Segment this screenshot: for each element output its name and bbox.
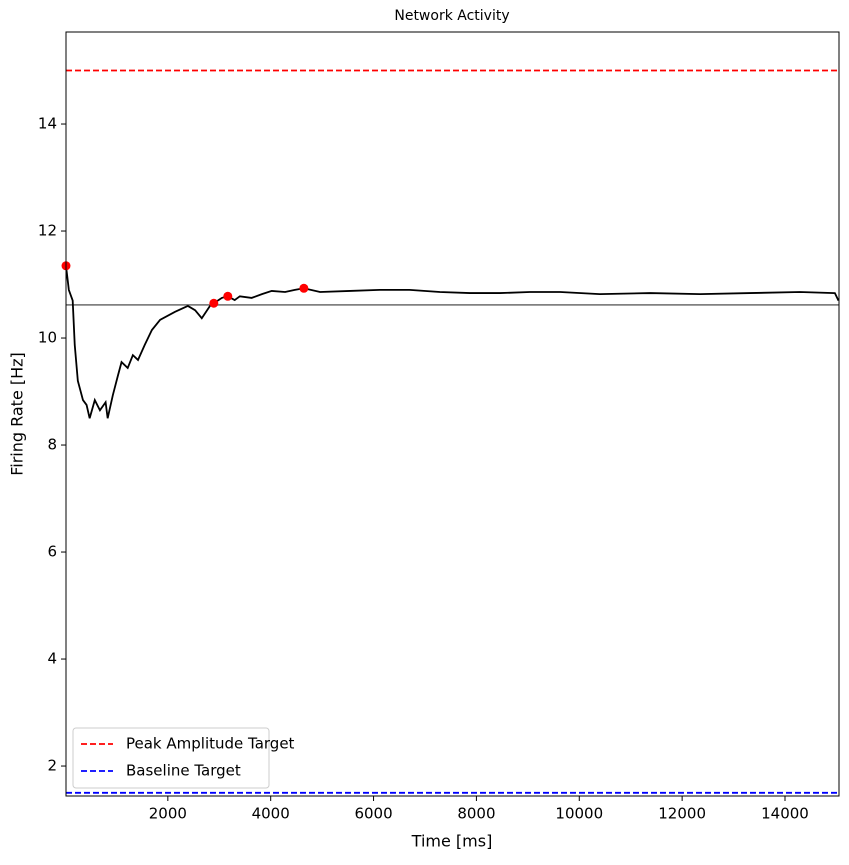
plot-area <box>66 69 839 794</box>
chart-title: Network Activity <box>394 8 509 24</box>
x-tick-label: 8000 <box>457 805 495 823</box>
y-tick-label: 8 <box>47 436 57 454</box>
y-tick-label: 14 <box>38 115 57 133</box>
y-tick-label: 2 <box>47 757 57 775</box>
legend-label: Peak Amplitude Target <box>126 735 295 753</box>
x-tick-label: 2000 <box>149 805 187 823</box>
x-tick-label: 4000 <box>252 805 290 823</box>
legend-label: Baseline Target <box>126 762 241 780</box>
legend-box <box>72 727 270 789</box>
data-point <box>223 291 233 301</box>
data-line <box>66 265 839 419</box>
y-axis-label: Firing Rate [Hz] <box>8 352 27 476</box>
plot-frame <box>65 31 840 797</box>
y-tick-label: 10 <box>38 329 57 347</box>
y-tick-label: 12 <box>38 222 57 240</box>
x-tick-label: 12000 <box>658 805 706 823</box>
x-tick-label: 6000 <box>354 805 392 823</box>
y-tick-label: 4 <box>47 650 57 668</box>
data-point <box>299 283 309 293</box>
data-point <box>209 298 219 308</box>
x-axis-label: Time [ms] <box>411 832 493 851</box>
x-tick-label: 14000 <box>761 805 809 823</box>
y-tick-label: 6 <box>47 543 57 561</box>
x-tick-label: 10000 <box>555 805 603 823</box>
